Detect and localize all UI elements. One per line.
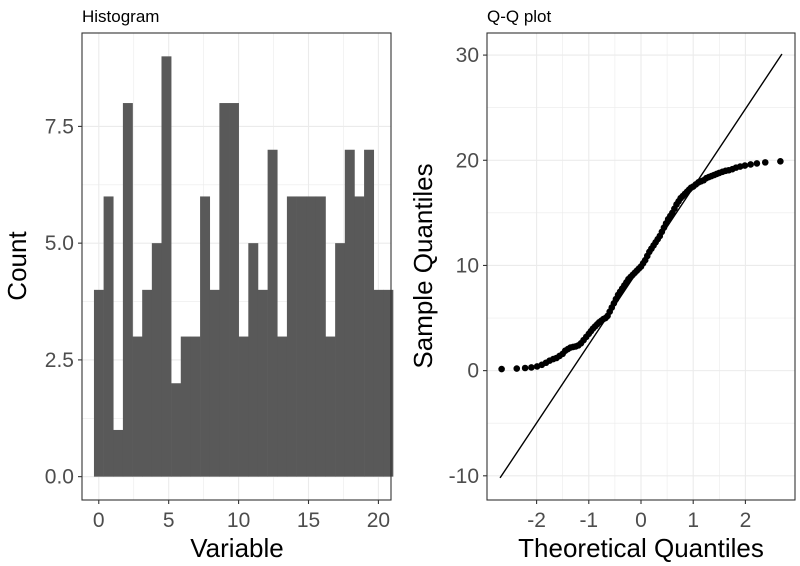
histogram-bar [180,336,191,477]
histogram-x-axis-title: Variable [190,533,283,563]
histogram-bar [209,289,220,477]
histogram-bar [248,243,259,477]
qq-x-tick-label: -2 [527,509,546,532]
histogram-bar [306,196,317,477]
histogram-x-tick-label: 15 [297,509,320,532]
qq-x-axis-title: Theoretical Quantiles [518,533,764,563]
qq-point [753,160,761,167]
qq-y-tick-label: 10 [456,254,479,277]
qq-y-ticks: -10 0 10 20 30 [449,44,487,488]
histogram-y-tick-label: 7.5 [45,115,74,138]
qq-point [741,162,749,169]
histogram-bar [325,336,336,477]
qq-x-ticks: -2 -1 0 1 2 [527,500,751,532]
histogram-bar [151,243,162,477]
histogram-bar [200,196,211,477]
histogram-bar [190,336,201,477]
histogram-bar [219,103,230,477]
histogram-y-axis-title: Count [2,231,32,301]
histogram-bar [296,196,307,477]
histogram-x-tick-label: 5 [163,509,175,532]
histogram-bar [171,383,182,477]
qq-y-axis-title: Sample Quantiles [408,163,438,368]
histogram-bar [354,196,365,477]
histogram-bar [103,196,114,477]
histogram-bar [277,336,288,477]
histogram-bar [122,103,133,477]
qq-title: Q-Q plot [487,7,552,26]
qq-points [498,158,784,373]
histogram-x-tick-label: 20 [367,509,390,532]
qq-point [761,159,769,166]
qq-x-tick-label: -1 [579,509,598,532]
histogram-panel: Histogram 0.0 2.5 5.0 7.5 0 5 10 15 20 Variable… [2,7,394,563]
histogram-bar [142,289,153,477]
qq-x-tick-label: 1 [687,509,699,532]
histogram-panel-border [81,32,392,501]
qq-point [528,364,535,371]
histogram-y-tick-label: 2.5 [45,349,74,372]
histogram-bar [93,289,104,477]
histogram-bar [113,429,124,477]
histogram-bar [383,289,394,477]
histogram-y-tick-label: 5.0 [45,232,74,255]
histogram-bars [93,56,394,477]
qq-point [747,161,754,168]
histogram-bar [373,289,384,477]
histogram-y-ticks: 0.0 2.5 5.0 7.5 [45,115,82,489]
histogram-bar [229,103,239,477]
qq-y-tick-label: 20 [456,149,479,172]
qq-y-tick-label: 30 [456,44,479,67]
histogram-y-tick-label: 0.0 [45,466,74,489]
histogram-bar [344,149,355,477]
histogram-bar [267,149,278,477]
qq-y-tick-label: 0 [467,360,479,383]
histogram-bar [315,196,326,477]
qq-point [521,364,529,372]
qq-y-tick-label: -10 [449,465,479,488]
qq-x-tick-label: 2 [740,509,752,532]
qq-point [777,158,784,165]
histogram-bar [364,149,375,477]
qq-x-tick-label: 0 [635,509,647,532]
qq-point [513,365,521,372]
histogram-title: Histogram [82,7,159,26]
qq-gridlines [487,33,795,500]
histogram-bar [335,243,346,477]
histogram-bar [286,196,297,477]
histogram-bar [132,336,143,477]
histogram-bar [257,289,268,477]
histogram-x-tick-label: 0 [93,509,105,532]
histogram-x-ticks: 0 5 10 15 20 [93,500,390,532]
histogram-bar [161,56,172,477]
qq-point [498,365,505,373]
histogram-x-tick-label: 10 [227,509,250,532]
histogram-bar [238,336,249,477]
